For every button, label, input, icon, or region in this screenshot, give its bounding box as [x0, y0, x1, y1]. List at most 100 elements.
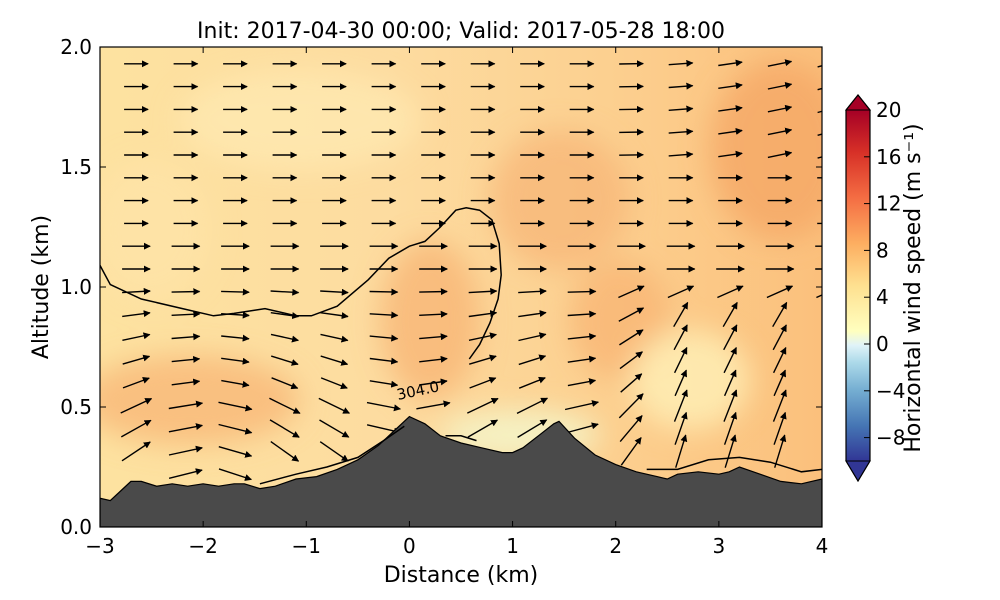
wind-vector — [673, 389, 688, 422]
terrain — [100, 415, 822, 527]
wind-vector — [419, 333, 448, 341]
wind-vector — [667, 285, 695, 299]
wind-vector — [673, 324, 688, 351]
wind-vector — [772, 389, 787, 422]
wind-vector — [469, 354, 497, 365]
wind-vector — [668, 151, 694, 159]
y-tick-label: 1.0 — [60, 275, 92, 299]
wind-vector — [718, 150, 743, 158]
wind-vector — [218, 401, 253, 412]
wind-vector — [419, 378, 448, 386]
wind-vector — [824, 370, 835, 396]
wind-vector — [518, 332, 547, 342]
wind-vector — [766, 285, 794, 299]
wind-vector — [171, 288, 201, 296]
wind-vector — [318, 397, 351, 414]
wind-vector — [774, 434, 787, 468]
wind-vector — [168, 445, 203, 456]
wind-vector — [767, 82, 793, 90]
x-tick-label: 4 — [816, 534, 829, 558]
wind-vector — [419, 310, 448, 318]
wind-vector — [270, 355, 299, 366]
y-tick-label: 0.0 — [60, 515, 92, 539]
wind-vector — [369, 380, 399, 388]
wind-vector — [419, 288, 448, 296]
wind-vector — [567, 355, 597, 363]
wind-vector — [773, 369, 786, 397]
wind-vector — [619, 329, 644, 346]
wind-vector — [468, 310, 498, 318]
wind-vector — [767, 59, 793, 67]
wind-vector — [567, 310, 597, 318]
chart-title: Init: 2017-04-30 00:00; Valid: 2017-05-2… — [197, 19, 725, 44]
wind-vector — [320, 312, 349, 320]
wind-vector — [221, 334, 250, 342]
colorbar-extend-max — [844, 94, 872, 111]
wind-vector — [270, 333, 299, 343]
wind-vector — [674, 411, 688, 445]
wind-vector — [320, 288, 349, 296]
x-tick-label: −2 — [188, 534, 217, 558]
colorbar-body — [846, 110, 870, 461]
wind-vector — [668, 59, 694, 67]
wind-vector — [768, 39, 792, 44]
wind-vector — [218, 446, 253, 458]
colorbar-label: Horizontal wind speed (m s⁻¹) — [901, 123, 926, 452]
colorbar-tick-label: 16 — [876, 145, 901, 169]
wind-vector — [319, 419, 350, 438]
wind-vector — [122, 377, 150, 389]
wind-vector — [668, 82, 694, 90]
wind-vector — [122, 332, 151, 341]
wind-vector — [718, 59, 743, 67]
wind-vector — [619, 415, 643, 443]
wind-vector — [171, 310, 201, 318]
wind-vectors — [120, 39, 835, 481]
wind-vector — [366, 401, 401, 412]
wind-vector — [270, 441, 300, 462]
wind-vector — [723, 369, 737, 397]
wind-vector — [221, 288, 250, 296]
wind-vector — [419, 355, 448, 363]
wind-vector — [618, 307, 645, 322]
x-tick-label: 3 — [712, 534, 725, 558]
wind-vector — [320, 355, 349, 366]
y-axis-label: Altitude (km) — [29, 215, 54, 359]
wind-vector — [718, 82, 743, 90]
wind-vector — [619, 351, 643, 370]
wind-vector — [517, 419, 548, 438]
colorbar-tick-label: 0 — [876, 332, 889, 356]
wind-vector — [468, 287, 498, 295]
wind-vector — [221, 379, 250, 388]
wind-vector — [816, 294, 822, 299]
wind-vector — [675, 434, 688, 468]
wind-vector — [620, 437, 642, 466]
wind-vector — [823, 348, 835, 373]
wind-vector — [120, 397, 153, 414]
wind-vector — [772, 324, 787, 351]
isentrope-contour-lower — [259, 425, 405, 485]
wind-vector — [518, 310, 547, 318]
wind-vector — [168, 468, 203, 479]
colorbar-tick-label: 4 — [876, 285, 889, 309]
wind-vector — [722, 301, 738, 328]
wind-vector — [824, 413, 835, 445]
wind-vector — [221, 357, 250, 365]
wind-vector — [122, 354, 151, 365]
wind-vector — [516, 397, 549, 415]
wind-vector — [271, 377, 299, 390]
wind-vector — [369, 311, 399, 319]
wind-vector — [369, 334, 399, 342]
wind-vector — [120, 419, 152, 438]
x-axis-label: Distance (km) — [384, 563, 539, 588]
wind-vector — [122, 310, 151, 318]
x-tick-label: 0 — [403, 534, 416, 558]
y-tick-label: 2.0 — [60, 35, 92, 59]
wind-vector — [467, 419, 499, 438]
wind-vector — [171, 355, 201, 363]
wind-vector — [319, 441, 349, 462]
wind-vector — [218, 468, 252, 481]
wind-speed-field: 304.0 — [100, 39, 835, 527]
wind-vector — [270, 288, 300, 296]
wind-vector — [724, 434, 737, 468]
